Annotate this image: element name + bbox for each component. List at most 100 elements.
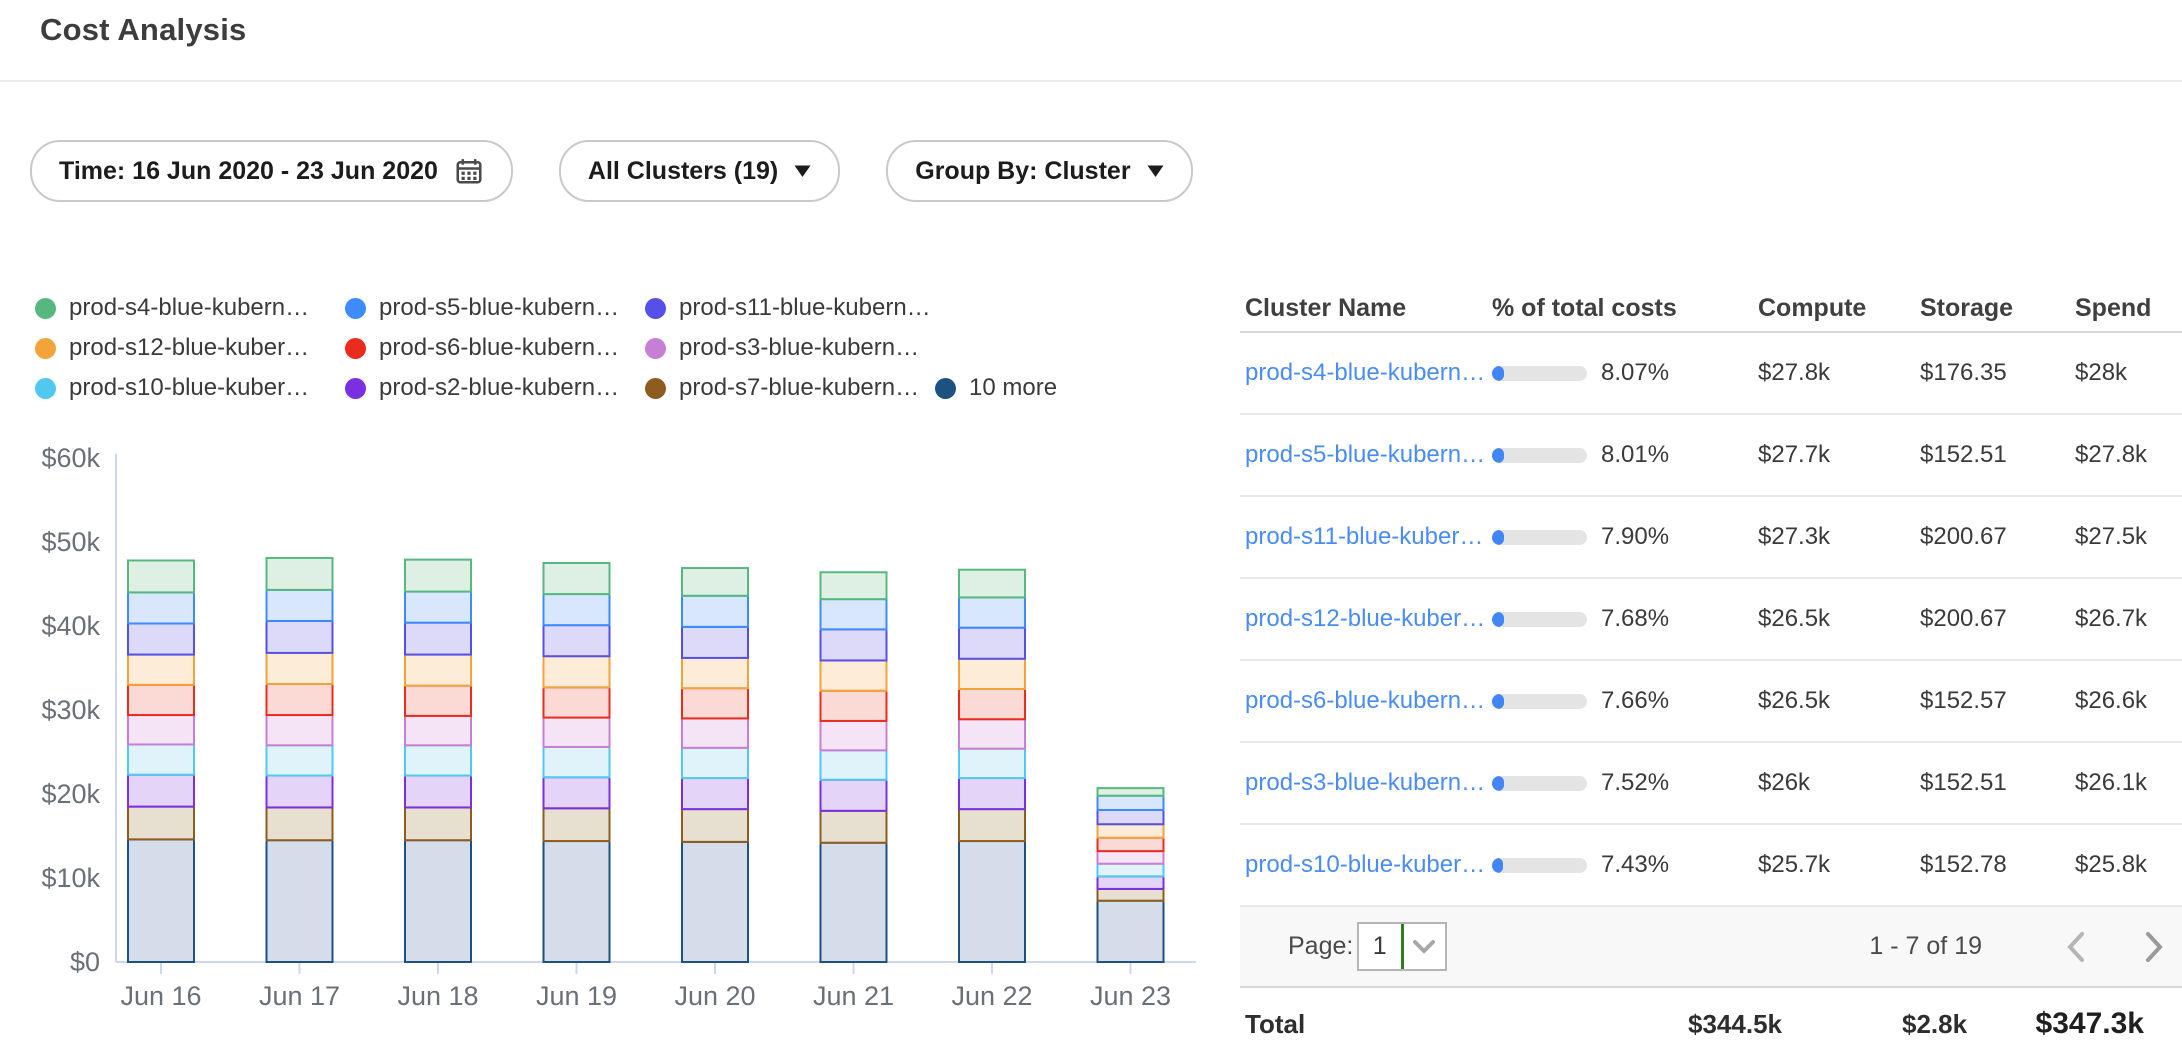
bar-segment[interactable]: [267, 807, 333, 840]
bar-segment[interactable]: [267, 715, 333, 745]
bar-segment[interactable]: [544, 747, 610, 777]
bar-segment[interactable]: [544, 594, 610, 625]
bar-segment[interactable]: [1098, 796, 1164, 810]
bar-segment[interactable]: [1098, 901, 1164, 962]
bar-segment[interactable]: [128, 685, 194, 715]
bar-segment[interactable]: [544, 625, 610, 656]
bar-segment[interactable]: [1098, 824, 1164, 837]
bar-segment[interactable]: [405, 592, 471, 623]
bar-segment[interactable]: [128, 839, 194, 962]
bar-segment[interactable]: [959, 778, 1025, 809]
bar-segment[interactable]: [1098, 889, 1164, 901]
bar-segment[interactable]: [128, 655, 194, 685]
bar-segment[interactable]: [128, 775, 194, 807]
bar-segment[interactable]: [267, 590, 333, 621]
legend-item[interactable]: prod-s6-blue-kubern…: [345, 334, 645, 362]
bar-segment[interactable]: [959, 749, 1025, 778]
bar-segment[interactable]: [128, 744, 194, 774]
bar-segment[interactable]: [267, 621, 333, 653]
bar-segment[interactable]: [682, 718, 748, 747]
cluster-name-link[interactable]: prod-s10-blue-kuber…: [1245, 825, 1485, 905]
legend-item[interactable]: prod-s7-blue-kubern…: [645, 374, 935, 402]
bar-segment[interactable]: [267, 776, 333, 808]
bar-segment[interactable]: [821, 691, 887, 721]
bar-segment[interactable]: [1098, 864, 1164, 877]
bar-segment[interactable]: [682, 809, 748, 842]
prev-page-button[interactable]: [2066, 907, 2086, 986]
bar-segment[interactable]: [682, 688, 748, 718]
bar-segment[interactable]: [959, 597, 1025, 627]
legend-item[interactable]: 10 more: [935, 374, 1057, 402]
bar-segment[interactable]: [128, 715, 194, 744]
bar-segment[interactable]: [821, 780, 887, 811]
bar-segment[interactable]: [821, 721, 887, 750]
bar-segment[interactable]: [405, 745, 471, 775]
bar-segment[interactable]: [544, 687, 610, 717]
cluster-name-link[interactable]: prod-s4-blue-kubern…: [1245, 333, 1485, 413]
bar-segment[interactable]: [544, 777, 610, 808]
bar-segment[interactable]: [682, 778, 748, 809]
bar-segment[interactable]: [821, 599, 887, 629]
bar-segment[interactable]: [959, 628, 1025, 659]
bar-segment[interactable]: [959, 659, 1025, 689]
bar-segment[interactable]: [128, 592, 194, 623]
bar-segment[interactable]: [959, 841, 1025, 962]
cluster-name-link[interactable]: prod-s6-blue-kubern…: [1245, 661, 1485, 741]
bar-segment[interactable]: [959, 719, 1025, 748]
legend-item[interactable]: prod-s5-blue-kubern…: [345, 294, 645, 322]
bar-segment[interactable]: [405, 776, 471, 808]
bar-segment[interactable]: [821, 629, 887, 660]
bar-segment[interactable]: [544, 808, 610, 841]
clusters-filter[interactable]: All Clusters (19): [559, 140, 840, 202]
bar-segment[interactable]: [821, 572, 887, 599]
bar-segment[interactable]: [405, 686, 471, 716]
bar-segment[interactable]: [544, 841, 610, 962]
bar-segment[interactable]: [682, 627, 748, 658]
bar-segment[interactable]: [267, 653, 333, 684]
legend-item[interactable]: prod-s12-blue-kuber…: [35, 334, 345, 362]
bar-segment[interactable]: [128, 560, 194, 592]
bar-segment[interactable]: [959, 809, 1025, 841]
cluster-name-link[interactable]: prod-s3-blue-kubern…: [1245, 743, 1485, 823]
bar-segment[interactable]: [267, 840, 333, 962]
bar-segment[interactable]: [405, 560, 471, 592]
bar-segment[interactable]: [959, 570, 1025, 598]
bar-segment[interactable]: [128, 623, 194, 654]
time-range-filter[interactable]: Time: 16 Jun 2020 - 23 Jun 2020: [30, 140, 513, 202]
bar-segment[interactable]: [682, 748, 748, 778]
legend-item[interactable]: prod-s11-blue-kubern…: [645, 294, 935, 322]
bar-segment[interactable]: [544, 718, 610, 747]
bar-segment[interactable]: [267, 684, 333, 715]
bar-segment[interactable]: [544, 563, 610, 594]
bar-segment[interactable]: [821, 811, 887, 843]
legend-item[interactable]: prod-s2-blue-kubern…: [345, 374, 645, 402]
bar-segment[interactable]: [682, 596, 748, 627]
bar-segment[interactable]: [682, 842, 748, 962]
bar-segment[interactable]: [405, 807, 471, 840]
bar-segment[interactable]: [405, 840, 471, 962]
bar-segment[interactable]: [682, 658, 748, 688]
legend-item[interactable]: prod-s10-blue-kuber…: [35, 374, 345, 402]
bar-segment[interactable]: [405, 623, 471, 655]
bar-segment[interactable]: [821, 843, 887, 962]
next-page-button[interactable]: [2144, 907, 2164, 986]
bar-segment[interactable]: [821, 750, 887, 779]
cluster-name-link[interactable]: prod-s12-blue-kuber…: [1245, 579, 1485, 659]
bar-segment[interactable]: [1098, 788, 1164, 796]
legend-item[interactable]: prod-s3-blue-kubern…: [645, 334, 935, 362]
bar-segment[interactable]: [267, 745, 333, 775]
cluster-name-link[interactable]: prod-s5-blue-kubern…: [1245, 415, 1485, 495]
page-select[interactable]: 1: [1357, 922, 1447, 971]
bar-segment[interactable]: [128, 807, 194, 840]
bar-segment[interactable]: [821, 660, 887, 690]
cluster-name-link[interactable]: prod-s11-blue-kuber…: [1245, 497, 1483, 577]
bar-segment[interactable]: [267, 558, 333, 590]
bar-segment[interactable]: [1098, 838, 1164, 851]
bar-segment[interactable]: [959, 689, 1025, 719]
group-by-filter[interactable]: Group By: Cluster: [886, 140, 1192, 202]
bar-segment[interactable]: [544, 656, 610, 687]
bar-segment[interactable]: [1098, 876, 1164, 889]
bar-segment[interactable]: [682, 568, 748, 596]
bar-segment[interactable]: [1098, 810, 1164, 824]
bar-segment[interactable]: [405, 716, 471, 745]
